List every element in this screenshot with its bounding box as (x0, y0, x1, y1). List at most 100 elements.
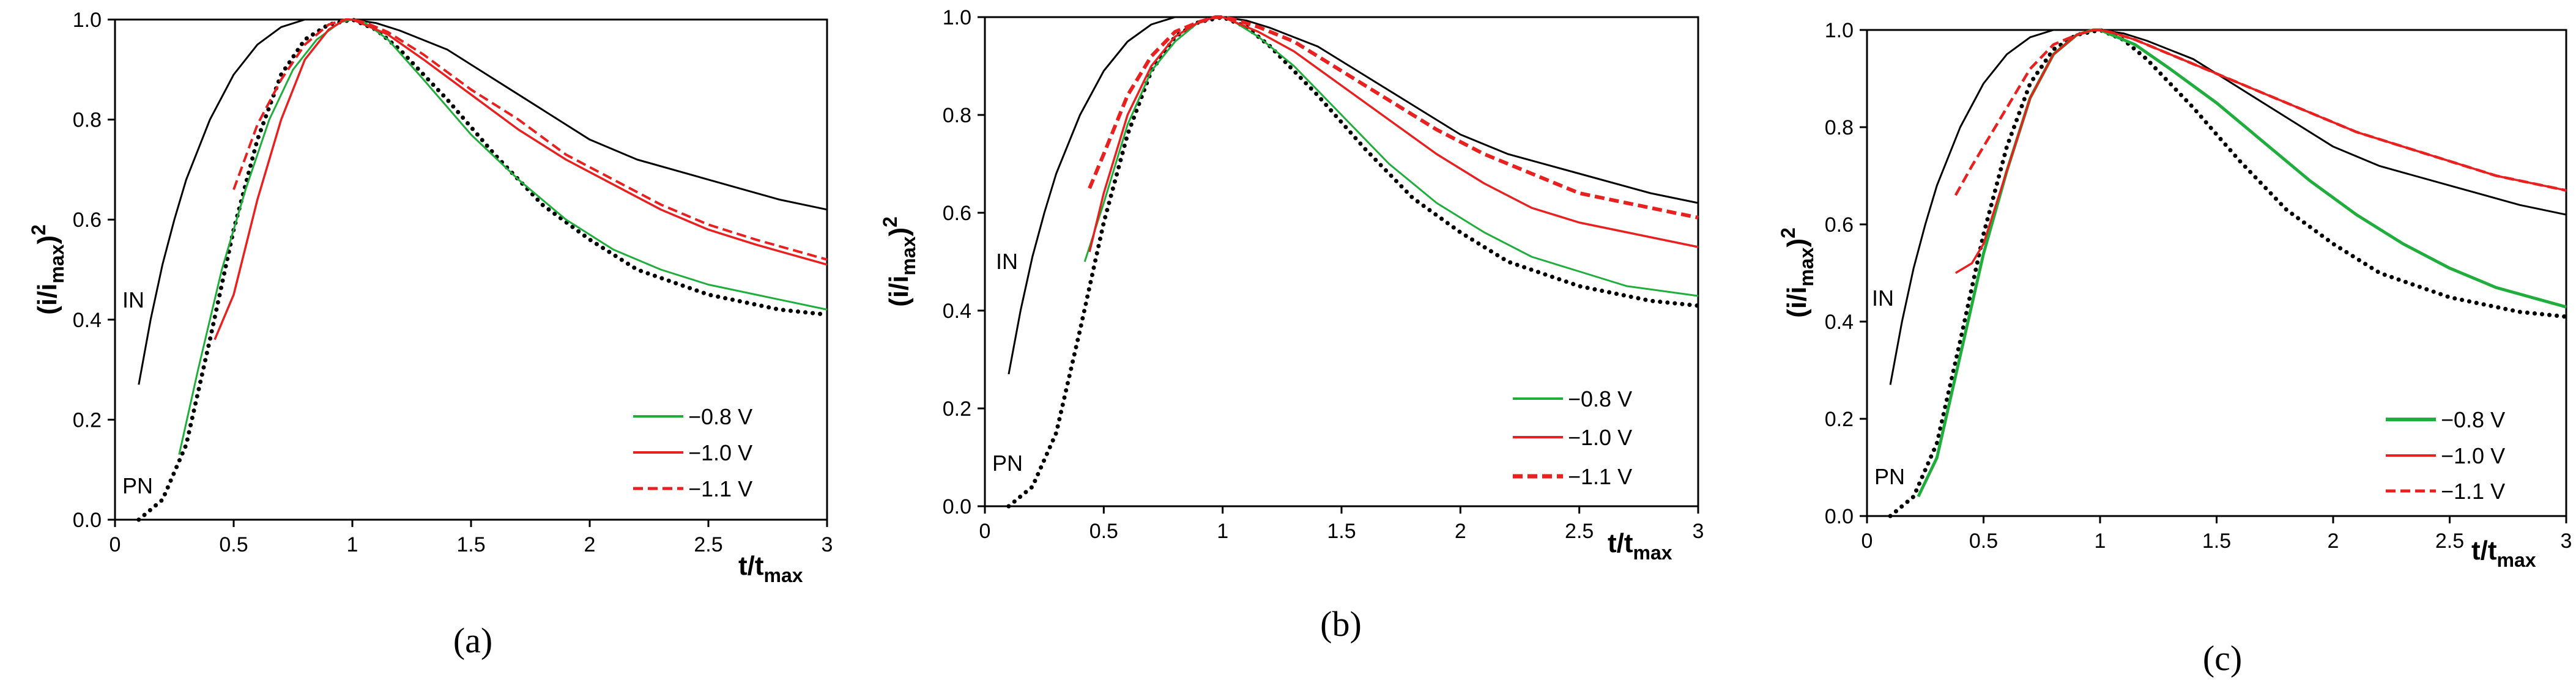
y-tick-label: 0.0 (73, 509, 102, 532)
y-tick-label: 0.2 (1825, 408, 1854, 431)
legend: −0.8 V −1.0 V −1.1 V (2386, 407, 2505, 504)
legend: −0.8 V −1.0 V −1.1 V (1513, 386, 1632, 489)
x-tick-label: 0.5 (1969, 529, 1998, 553)
series-line-11v (1088, 15, 1699, 219)
y-tick-label: 0.8 (1825, 116, 1854, 139)
x-axis-title: t/tmax (1608, 528, 1672, 564)
y-tick-label: 0.6 (1825, 213, 1854, 237)
y-axis-title-sup: 2 (1777, 227, 1799, 238)
x-tick-label: 3 (1693, 520, 1704, 543)
series-layer (136, 17, 830, 522)
series-line-10v (213, 18, 828, 341)
legend-label-1.0v: −1.0 V (2441, 443, 2505, 468)
legend-label-1.1v: −1.1 V (688, 476, 752, 501)
y-tick-label: 1.0 (73, 9, 102, 32)
y-tick-label: 0.8 (943, 104, 971, 127)
x-tick-label: 1 (347, 533, 358, 556)
y-axis-title-main: (i/i (32, 284, 62, 315)
series-line-pn (136, 17, 830, 522)
series-line-11v (232, 18, 828, 261)
legend-label-0.8v: −0.8 V (1568, 386, 1632, 411)
x-axis-title: t/tmax (2471, 536, 2536, 571)
panel-caption-c: (c) (2203, 638, 2242, 678)
x-axis-title-main: t/t (2471, 536, 2497, 566)
y-axis-title: (i/imax)2 (879, 216, 919, 307)
x-tick-label: 1.5 (2202, 529, 2231, 553)
legend-label-1.1v: −1.1 V (2441, 479, 2505, 504)
x-tick-label: 0.5 (1089, 520, 1118, 543)
x-tick-label: 2.5 (694, 533, 722, 556)
y-tick-label: 1.0 (1825, 19, 1854, 42)
x-tick-label: 1.5 (1327, 520, 1356, 543)
series-line-08v (1083, 16, 1699, 297)
y-axis-title: (i/imax)2 (1777, 227, 1817, 318)
x-tick-label: 2.5 (1565, 520, 1594, 543)
curve-label-in: IN (996, 249, 1018, 274)
x-tick-label: 2 (1455, 520, 1466, 543)
x-axis-title-main: t/t (1608, 528, 1633, 558)
tick-labels: 0 0.5 1 1.5 2 2.5 3 0.0 0.2 0.4 0.6 0.8 1.0 (1825, 19, 2572, 553)
x-tick-label: 1 (2095, 529, 2106, 553)
tick-labels: 0 0.5 1 1.5 2 2.5 3 0.0 0.2 0.4 0.6 0.8 1.0 (943, 6, 1704, 543)
y-tick-label: 0.4 (73, 309, 102, 332)
panel-a: 0 0.5 1 1.5 2 2.5 30.00.20.40.60.81.0 (i/imax)… (28, 9, 833, 660)
series-line-10v (1088, 16, 1699, 253)
y-axis-title-sup: 2 (879, 216, 901, 227)
x-tick-label: 1.5 (456, 533, 485, 556)
y-axis-title-sub: max (46, 244, 68, 283)
series-line-pn (1888, 28, 2569, 518)
legend-label-1.0v: −1.0 V (688, 440, 752, 465)
x-tick-label: 3 (822, 533, 833, 556)
curve-label-pn: PN (122, 473, 153, 498)
tick-labels: 0 0.5 1 1.5 2 2.5 3 0.0 0.2 0.4 0.6 0.8 1.0 (73, 9, 833, 556)
series-line-in (1889, 29, 2567, 385)
panel-b: 0 0.5 1 1.5 2 2.5 30.00.20.40.60.81.0 (i/imax)… (879, 6, 1704, 644)
x-tick-label: 3 (2561, 529, 2572, 553)
x-tick-label: 2 (2328, 529, 2339, 553)
legend-label-0.8v: −0.8 V (688, 404, 752, 429)
y-axis-title-main: (i/i (1782, 287, 1812, 318)
series-line-11v (1954, 28, 2567, 196)
x-tick-label: 2.5 (2435, 529, 2464, 553)
tick-marks (108, 18, 828, 527)
series-line-10v (1954, 29, 2567, 275)
legend-label-1.0v: −1.0 V (1568, 425, 1632, 450)
y-tick-label: 0.6 (73, 208, 102, 232)
x-axis-title-main: t/t (738, 551, 764, 581)
x-axis-title-sub: max (764, 564, 803, 586)
x-axis-title: t/tmax (738, 551, 803, 586)
x-tick-label: 0.5 (219, 533, 248, 556)
curve-label-in: IN (122, 287, 144, 312)
y-axis-title: (i/imax)2 (28, 224, 68, 315)
y-tick-label: 0.0 (1825, 505, 1854, 528)
tick-marks (1860, 29, 2567, 523)
legend: −0.8 V −1.0 V −1.1 V (633, 404, 752, 501)
y-tick-label: 0.8 (73, 109, 102, 132)
series-layer (1006, 15, 1701, 509)
x-tick-label: 0 (109, 533, 121, 556)
y-tick-label: 0.6 (943, 202, 971, 225)
y-tick-label: 0.2 (73, 408, 102, 432)
y-axis-title-close: ) (884, 227, 914, 237)
y-axis-title-sub: max (1795, 247, 1817, 286)
curve-label-pn: PN (1874, 464, 1905, 489)
y-tick-label: 0.2 (943, 397, 971, 421)
y-tick-label: 0.4 (943, 300, 971, 323)
x-tick-label: 2 (584, 533, 596, 556)
y-axis-title-sup: 2 (28, 224, 50, 235)
x-axis-title-sub: max (1633, 542, 1672, 564)
panel-caption-b: (b) (1320, 604, 1362, 644)
panel-caption-a: (a) (453, 621, 492, 660)
y-axis-title-close: ) (32, 235, 62, 245)
y-tick-label: 0.4 (1825, 311, 1854, 334)
series-line-in (1008, 16, 1699, 375)
series-line-in (138, 18, 828, 385)
x-tick-label: 0 (979, 520, 991, 543)
legend-label-1.1v: −1.1 V (1568, 464, 1632, 489)
legend-label-0.8v: −0.8 V (2441, 407, 2505, 432)
x-tick-label: 1 (1217, 520, 1228, 543)
x-axis-title-sub: max (2497, 549, 2536, 571)
series-line-08v (178, 18, 828, 455)
y-axis-title-sub: max (897, 236, 919, 275)
